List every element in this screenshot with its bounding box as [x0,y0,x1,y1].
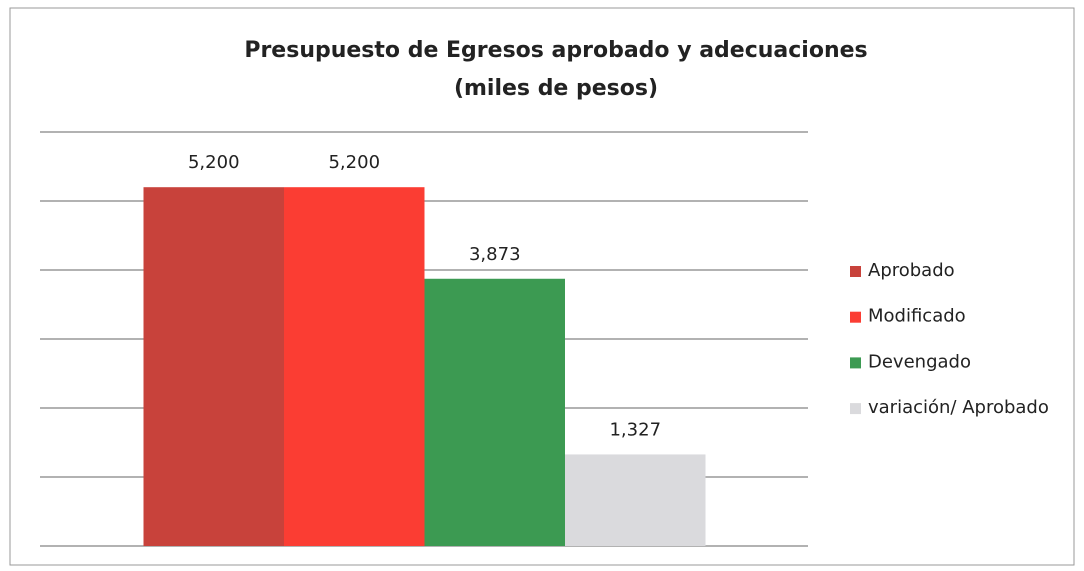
value-label: 5,200 [328,152,380,173]
value-label: 5,200 [188,152,240,173]
legend-label: Modificado [868,306,966,327]
legend-label: Devengado [868,351,971,372]
value-label: 1,327 [609,419,661,440]
legend-swatch [850,403,861,415]
legend-label: variación/ Aprobado [868,397,1049,418]
bar [565,454,706,546]
chart-subtitle: (miles de pesos) [454,76,658,101]
bar [424,278,565,546]
legend-label: Aprobado [868,260,955,281]
legend-swatch [850,357,861,369]
legend-swatch [850,266,861,277]
value-label: 3,873 [469,244,521,265]
bar [143,187,284,546]
bar [284,187,425,546]
legend-swatch [850,311,861,323]
chart-title: Presupuesto de Egresos aprobado y adecua… [244,38,867,63]
